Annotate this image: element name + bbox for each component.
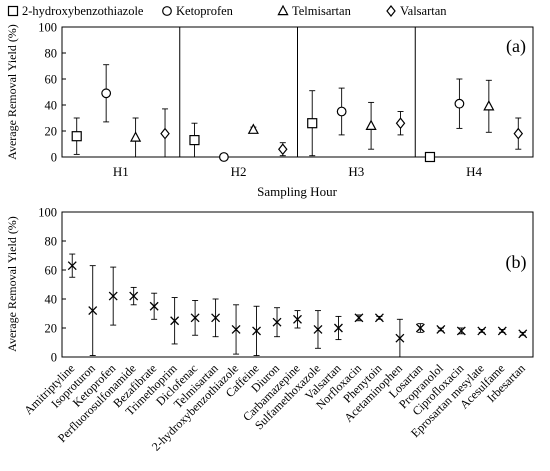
- panel-b-point-valsartan: [333, 323, 343, 333]
- panel-a-point-valsartan-h2: [278, 143, 288, 156]
- panel-a-point-valsartan-h3: [395, 117, 406, 130]
- panel-a-point-telmisartan-h2: [247, 123, 259, 134]
- panel-a-x-tick-label: H2: [231, 164, 247, 179]
- panel-b-point-2-hydroxybenzothiazole: [231, 324, 241, 334]
- panel-b-point-losartan: [415, 323, 425, 333]
- legend-marker-valsartan: [386, 5, 396, 17]
- panel-b-point-norfloxacin: [354, 313, 364, 323]
- panel-b-point-perfluorosulfonamide: [129, 291, 139, 301]
- panel-b-point-ketoprofen: [108, 291, 118, 301]
- panel-b-point-eprosartan-mesylate: [477, 326, 487, 336]
- panel-b-point-carbamazepine: [293, 314, 302, 324]
- panel-b-point-caffeine: [252, 326, 262, 336]
- panel-a-point-ketoprofen-h2: [219, 152, 229, 162]
- panel-b-point-irbesartan: [518, 329, 528, 339]
- panel-a-y-tick-label: 40: [45, 99, 58, 113]
- panel-b-y-tick-label: 0: [51, 351, 57, 365]
- panel-b-y-tick-label: 80: [45, 235, 58, 249]
- panel-a-label: (a): [506, 36, 526, 57]
- panel-a-point-ketoprofen-h1: [101, 88, 112, 99]
- panel-a-chart: (a) Sampling Hour Average Removal Yield …: [5, 21, 534, 199]
- legend: 2-hydroxybenzothiazole Ketoprofen Telmisar…: [7, 4, 447, 18]
- panel-a-y-tick-label: 0: [51, 151, 57, 165]
- panel-b-point-isoproturon: [88, 306, 98, 316]
- panel-b-y-tick-label: 60: [45, 264, 58, 278]
- panel-a-point-2-hydroxybenzothiazole-h2: [189, 135, 200, 146]
- panel-b-point-phenytoin: [374, 313, 384, 323]
- panel-a-x-tick-label: H1: [113, 164, 129, 179]
- panel-b-plot-frame: [61, 211, 534, 358]
- panel-b-point-acesulfame: [497, 326, 507, 336]
- panel-b-point-bezafibrate: [149, 301, 159, 311]
- legend-label-telmisartan: Telmisartan: [292, 4, 352, 18]
- legend-label-valsartan: Valsartan: [400, 4, 447, 18]
- panel-a-point-valsartan-h1: [160, 127, 170, 140]
- panel-a-y-axis-title: Average Removal Yield (%): [5, 24, 19, 160]
- panel-a-x-tick-label: H3: [348, 164, 364, 179]
- panel-b-point-trimethoprim: [170, 316, 180, 326]
- panel-a-y-tick-label: 60: [45, 73, 58, 87]
- panel-a-point-2-hydroxybenzothiazole-h4: [424, 151, 436, 163]
- panel-b-point-diclofenac: [190, 313, 200, 323]
- panel-a-point-valsartan-h4: [513, 127, 524, 140]
- panel-b-y-tick-label: 20: [45, 322, 58, 336]
- panel-a-point-telmisartan-h3: [365, 119, 377, 130]
- panel-b-point-ciprofloxacin: [456, 326, 466, 336]
- panel-a-point-telmisartan-h4: [483, 100, 495, 111]
- panel-b-point-telmisartan: [211, 313, 221, 323]
- panel-a-point-2-hydroxybenzothiazole-h1: [71, 131, 82, 142]
- panel-b-point-sulfamethoxazole: [313, 324, 323, 334]
- panel-a-point-ketoprofen-h3: [336, 106, 347, 117]
- legend-marker-2-hydroxybenzothiazole: [7, 5, 19, 17]
- legend-marker-telmisartan: [277, 4, 289, 16]
- legend-label-2-hydroxybenzothiazole: 2-hydroxybenzothiazole: [22, 4, 144, 18]
- panel-a-y-tick-label: 20: [45, 125, 58, 139]
- panel-a-x-axis-title: Sampling Hour: [257, 184, 337, 199]
- panel-a-x-tick-label: H4: [466, 164, 482, 179]
- panel-b-chart: (b) Average Removal Yield (%) 0 20 40 60 80 1…: [5, 206, 534, 454]
- panel-b-point-propranolol: [436, 324, 446, 334]
- panel-a-y-tick-label: 80: [45, 47, 58, 61]
- panel-b-point-diuron: [272, 317, 282, 327]
- panel-a-y-tick-label: 100: [38, 21, 57, 35]
- panel-a-point-2-hydroxybenzothiazole-h3: [307, 118, 318, 129]
- panel-a-point-ketoprofen-h4: [454, 98, 465, 109]
- panel-b-y-axis-title: Average Removal Yield (%): [5, 216, 19, 352]
- panel-b-point-amitriptyline: [67, 261, 77, 271]
- panel-b-y-tick-label: 100: [38, 206, 57, 220]
- legend-marker-ketoprofen: [162, 6, 172, 16]
- panel-b-label: (b): [506, 252, 527, 273]
- panel-b-point-acetaminophen: [395, 333, 405, 343]
- panel-b-y-tick-label: 40: [45, 293, 58, 307]
- legend-label-ketoprofen: Ketoprofen: [176, 4, 234, 18]
- panel-a-point-telmisartan-h1: [129, 131, 142, 142]
